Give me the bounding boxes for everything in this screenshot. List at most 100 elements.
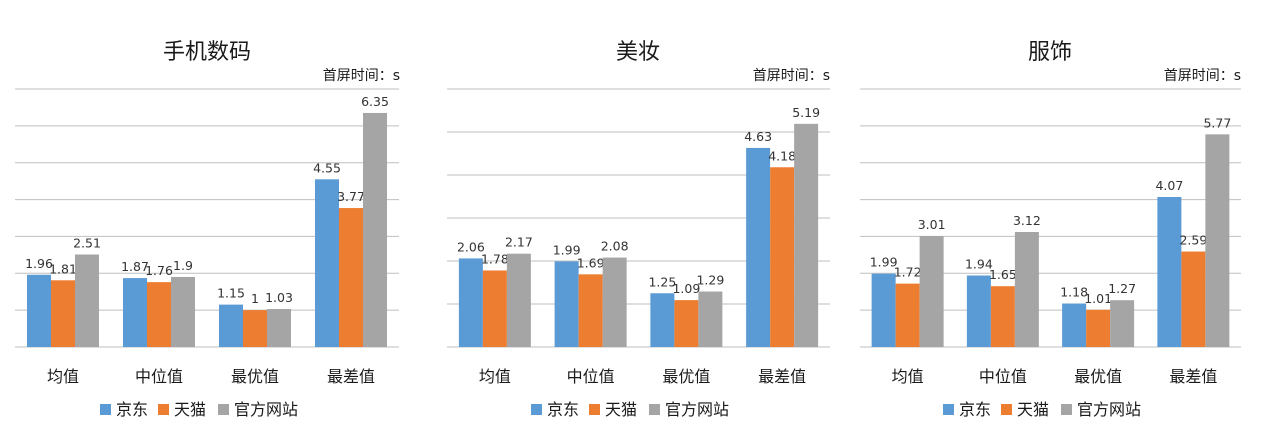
bar-1-0 [966, 275, 991, 347]
y-unit-label: 首屏时间：s [1164, 68, 1241, 84]
bar-2-2 [1110, 300, 1135, 347]
x-tick-label: 中位值 [567, 367, 615, 386]
x-tick-label: 最差值 [1169, 367, 1217, 386]
chart-title: 美妆 [616, 40, 660, 65]
data-label: 1.25 [648, 274, 676, 289]
bar-3-2 [794, 123, 819, 347]
data-label: 1.69 [577, 255, 605, 270]
bar-3-0 [315, 179, 339, 347]
data-label: 3.12 [1013, 213, 1041, 228]
data-label: 2.17 [505, 235, 533, 250]
chart-title: 服饰 [1028, 40, 1072, 65]
data-label: 2.59 [1179, 233, 1207, 248]
bar-1-2 [1014, 232, 1039, 347]
legend-swatch [100, 404, 111, 415]
bar-0-2 [506, 253, 531, 347]
bar-1-1 [147, 282, 171, 347]
bar-2-1 [674, 300, 699, 347]
bar-2-0 [219, 304, 243, 347]
data-label: 1.78 [481, 251, 509, 266]
data-label: 1.72 [894, 265, 922, 280]
x-tick-label: 均值 [47, 367, 79, 386]
bar-0-0 [458, 258, 483, 347]
data-label: 1.96 [25, 256, 53, 271]
data-label: 2.51 [73, 235, 101, 250]
legend-swatch [158, 404, 169, 415]
bar-2-0 [1062, 303, 1087, 347]
bar-3-0 [746, 147, 771, 347]
y-unit-label: 首屏时间：s [753, 68, 830, 84]
legend-swatch [218, 404, 229, 415]
bar-2-2 [698, 291, 723, 347]
data-label: 1.03 [265, 290, 293, 305]
data-label: 1.09 [672, 281, 700, 296]
legend-label: 天猫 [1017, 400, 1049, 419]
legend-label: 京东 [959, 400, 991, 419]
x-tick-label: 最优值 [662, 367, 710, 386]
legend-swatch [1001, 404, 1012, 415]
data-label: 4.18 [768, 148, 796, 163]
legend-swatch [589, 404, 600, 415]
legend-label: 天猫 [605, 400, 637, 419]
bar-1-1 [990, 286, 1015, 347]
data-label: 5.77 [1203, 115, 1231, 130]
data-label: 1.87 [121, 259, 149, 274]
legend-label: 官方网站 [234, 400, 298, 419]
bar-3-2 [363, 112, 387, 347]
data-label: 1.81 [49, 261, 77, 276]
data-label: 1.18 [1060, 285, 1088, 300]
data-label: 4.63 [744, 129, 772, 144]
y-unit-label: 首屏时间：s [323, 68, 400, 84]
bar-2-0 [650, 293, 675, 347]
legend-label: 京东 [547, 400, 579, 419]
bar-2-1 [1086, 309, 1111, 347]
data-label: 3.01 [918, 217, 946, 232]
chart-panel-apparel: 服饰 首屏时间：s 1.99 1.72 3.01 均值 1.94 1.65 3.12 中位值 1.1… [845, 0, 1265, 439]
data-label: 1.76 [145, 263, 173, 278]
data-label: 1.01 [1084, 291, 1112, 306]
chart-panel-beauty: 美妆首屏时间：s 2.06 1.78 2.17 均值 1.99 1.69 2.08 中位值 1.2… [430, 0, 850, 439]
data-label: 3.77 [337, 189, 365, 204]
x-tick-label: 最差值 [758, 367, 806, 386]
legend-swatch [649, 404, 660, 415]
bar-3-0 [1157, 196, 1182, 347]
x-tick-label: 最优值 [1074, 367, 1122, 386]
bar-2-1 [243, 310, 267, 347]
x-tick-label: 中位值 [135, 367, 183, 386]
bar-0-0 [871, 273, 896, 347]
bar-1-1 [578, 274, 603, 347]
bar-3-1 [770, 167, 795, 347]
data-label: 1.65 [989, 267, 1017, 282]
data-label: 2.08 [601, 239, 629, 254]
data-label: 5.19 [792, 105, 820, 120]
legend-swatch [1061, 404, 1072, 415]
legend-label: 官方网站 [665, 400, 729, 419]
bar-0-2 [919, 236, 944, 347]
bar-3-1 [1181, 251, 1206, 347]
legend-label: 官方网站 [1077, 400, 1141, 419]
legend-swatch [531, 404, 542, 415]
chart-panel-phones-digital: 手机数码 首屏时间：s 1.96 1.81 2.51 均值 1.87 1.76 1.9 中位值 1.… [0, 0, 420, 439]
bar-1-0 [123, 278, 147, 347]
data-label: 1 [251, 291, 259, 306]
x-tick-label: 最差值 [327, 367, 375, 386]
data-label: 1.99 [870, 255, 898, 270]
chart-title: 手机数码 [163, 40, 251, 65]
legend-swatch [943, 404, 954, 415]
data-label: 2.06 [457, 239, 485, 254]
bar-3-1 [339, 208, 363, 347]
bar-0-2 [75, 254, 99, 347]
bar-0-0 [27, 274, 51, 347]
legend-label: 天猫 [174, 400, 206, 419]
x-tick-label: 均值 [479, 367, 511, 386]
legend-label: 京东 [116, 400, 148, 419]
bar-2-2 [267, 309, 291, 347]
x-tick-label: 中位值 [979, 367, 1027, 386]
data-label: 4.55 [313, 160, 341, 175]
x-tick-label: 最优值 [231, 367, 279, 386]
data-label: 1.99 [553, 242, 581, 257]
data-label: 6.35 [361, 94, 389, 109]
